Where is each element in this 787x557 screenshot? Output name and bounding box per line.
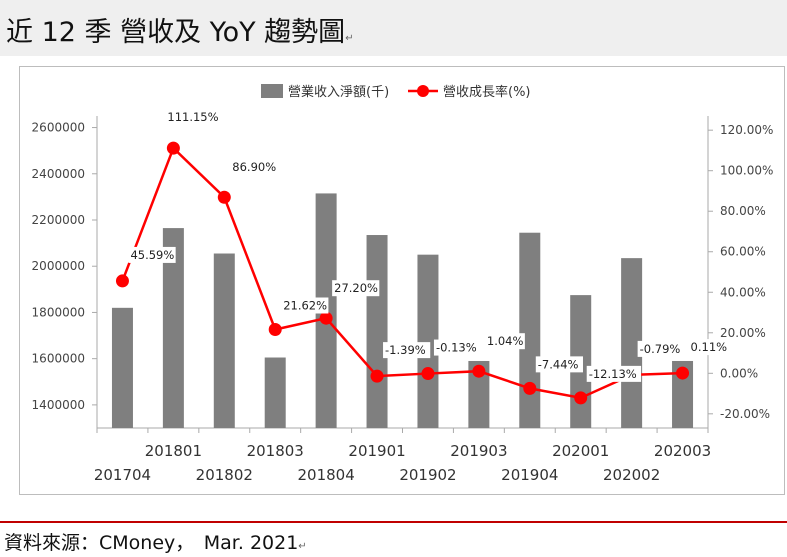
- title-bar: 近 12 季 營收及 YoY 趨勢圖↵: [0, 0, 787, 56]
- right-tick-label: 100.00%: [720, 164, 773, 178]
- revenue-bar: [621, 258, 643, 428]
- legend-line-marker: [417, 85, 429, 97]
- growth-data-label: 21.62%: [283, 298, 327, 312]
- data-label-background: [383, 342, 431, 359]
- revenue-bar: [366, 235, 388, 428]
- growth-rate-point: [217, 190, 231, 204]
- revenue-bar: [162, 228, 184, 428]
- data-label-background: [586, 365, 642, 382]
- data-label-background: [688, 339, 729, 356]
- data-label-background: [484, 333, 525, 350]
- growth-data-label: -0.13%: [436, 341, 477, 355]
- growth-data-label: 1.04%: [487, 334, 524, 348]
- source-divider: [0, 521, 787, 523]
- legend-line-label: 營收成長率(%): [443, 84, 531, 100]
- growth-data-label: -12.13%: [589, 367, 637, 381]
- revenue-bar: [264, 357, 286, 428]
- x-tick-label: 201902: [399, 466, 456, 484]
- revenue-bar: [468, 360, 490, 428]
- paragraph-mark: ↵: [298, 541, 307, 552]
- x-tick-label: 201803: [247, 442, 304, 460]
- legend-bar-label: 營業收入淨額(千): [288, 84, 389, 100]
- x-tick-label: 201804: [297, 466, 354, 484]
- growth-rate-line: [121, 145, 683, 400]
- right-tick-label: 120.00%: [720, 123, 773, 137]
- left-tick-label: 2600000: [32, 121, 85, 135]
- chart-frame: [19, 66, 785, 495]
- x-tick-label: 201704: [94, 466, 151, 484]
- left-tick-label: 2200000: [32, 213, 85, 227]
- revenue-bar: [417, 254, 439, 428]
- growth-data-label: 86.90%: [232, 160, 276, 174]
- x-tick-label: 202001: [552, 442, 609, 460]
- data-label-background: [281, 297, 329, 314]
- data-label-background: [535, 356, 583, 373]
- x-tick-label: 202003: [654, 442, 711, 460]
- right-tick-label: 80.00%: [720, 204, 766, 218]
- legend-bar-swatch: [261, 84, 283, 98]
- growth-data-label: 0.11%: [691, 340, 728, 354]
- left-tick-label: 2400000: [32, 167, 85, 181]
- data-label-background: [433, 339, 482, 356]
- growth-data-label: 27.20%: [334, 281, 378, 295]
- x-tick-label: 201904: [501, 466, 558, 484]
- page-title-text: 近 12 季 營收及 YoY 趨勢圖: [6, 17, 346, 48]
- data-label-background: [637, 340, 685, 357]
- growth-rate-point: [166, 141, 180, 155]
- growth-rate-point: [574, 391, 588, 405]
- revenue-bar: [111, 307, 133, 428]
- growth-rate-point: [523, 381, 537, 395]
- growth-rate-point: [115, 274, 129, 288]
- x-tick-label: 202002: [603, 466, 660, 484]
- growth-data-label: 111.15%: [167, 110, 218, 124]
- right-tick-label: 40.00%: [720, 285, 766, 299]
- data-label-background: [230, 159, 278, 176]
- x-tick-label: 201801: [145, 442, 202, 460]
- page-title: 近 12 季 營收及 YoY 趨勢圖↵: [6, 10, 354, 49]
- x-tick-label: 201901: [348, 442, 405, 460]
- data-label-background: [332, 280, 380, 297]
- left-tick-label: 2000000: [32, 259, 85, 273]
- right-tick-label: -20.00%: [720, 407, 770, 421]
- left-tick-label: 1400000: [32, 398, 85, 412]
- paragraph-mark: ↵: [345, 33, 354, 44]
- growth-data-label: -1.39%: [385, 343, 426, 357]
- source-note: 資料來源：CMoney， Mar. 2021↵: [4, 528, 307, 555]
- revenue-bar: [519, 232, 541, 428]
- data-label-background: [128, 246, 176, 263]
- left-tick-label: 1600000: [32, 352, 85, 366]
- growth-rate-point: [421, 367, 435, 381]
- growth-rate-point: [370, 369, 384, 383]
- source-text: 資料來源：CMoney， Mar. 2021: [4, 532, 299, 554]
- revenue-bar: [213, 253, 235, 428]
- right-tick-label: 60.00%: [720, 245, 766, 259]
- right-tick-label: 0.00%: [720, 366, 758, 380]
- growth-data-label: -7.44%: [538, 357, 579, 371]
- growth-data-label: -0.79%: [640, 342, 681, 356]
- left-tick-label: 1800000: [32, 305, 85, 319]
- data-label-background: [165, 109, 220, 126]
- growth-rate-point: [676, 366, 690, 380]
- growth-data-label: 45.59%: [130, 248, 174, 262]
- growth-rate-point: [472, 364, 486, 378]
- revenue-bar: [672, 360, 694, 428]
- x-tick-label: 201802: [196, 466, 253, 484]
- right-tick-label: 20.00%: [720, 326, 766, 340]
- x-tick-label: 201903: [450, 442, 507, 460]
- growth-rate-point: [319, 311, 333, 325]
- growth-rate-point: [268, 322, 282, 336]
